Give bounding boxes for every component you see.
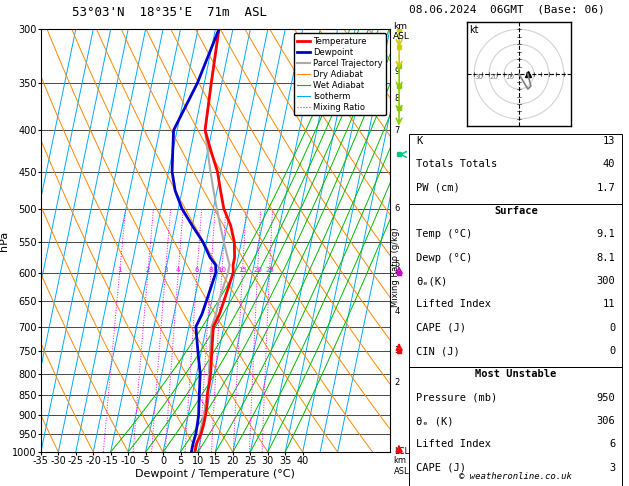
Text: 10: 10 (504, 73, 514, 80)
Text: 25: 25 (265, 267, 274, 273)
Text: Dewp (°C): Dewp (°C) (416, 253, 472, 263)
Text: 306: 306 (597, 416, 615, 426)
Text: 10: 10 (218, 267, 226, 273)
Text: © weatheronline.co.uk: © weatheronline.co.uk (459, 472, 572, 481)
Text: 6: 6 (394, 204, 399, 213)
Text: 2: 2 (394, 378, 399, 387)
Text: 20: 20 (253, 267, 262, 273)
Text: Mixing Ratio (g/kg): Mixing Ratio (g/kg) (391, 227, 400, 307)
X-axis label: Dewpoint / Temperature (°C): Dewpoint / Temperature (°C) (135, 469, 296, 479)
Y-axis label: hPa: hPa (0, 230, 9, 251)
Text: 0: 0 (609, 346, 615, 356)
Text: 7: 7 (394, 126, 399, 135)
Text: 13: 13 (603, 136, 615, 146)
Text: 8: 8 (209, 267, 213, 273)
Text: km
ASL: km ASL (394, 456, 409, 476)
Text: θₑ (K): θₑ (K) (416, 416, 454, 426)
Text: Temp (°C): Temp (°C) (416, 229, 472, 240)
Text: 8.1: 8.1 (597, 253, 615, 263)
Text: LCL: LCL (394, 448, 409, 456)
Text: 0: 0 (609, 323, 615, 333)
Text: Surface: Surface (494, 206, 538, 216)
Bar (409, 134, 622, 204)
Text: 08.06.2024  06GMT  (Base: 06): 08.06.2024 06GMT (Base: 06) (409, 4, 604, 15)
Text: 950: 950 (597, 393, 615, 403)
Text: Most Unstable: Most Unstable (475, 369, 557, 380)
Text: 30: 30 (475, 73, 484, 80)
Text: 3: 3 (394, 347, 399, 355)
Text: 4: 4 (394, 307, 399, 316)
Text: CAPE (J): CAPE (J) (416, 463, 466, 473)
Text: θₑ(K): θₑ(K) (416, 276, 447, 286)
Text: km
ASL: km ASL (393, 22, 410, 41)
Text: CIN (J): CIN (J) (416, 346, 460, 356)
Text: 3: 3 (163, 267, 167, 273)
Text: 1: 1 (118, 267, 122, 273)
Text: 8: 8 (394, 93, 399, 103)
Text: Pressure (mb): Pressure (mb) (416, 393, 498, 403)
Text: PW (cm): PW (cm) (416, 183, 460, 193)
Text: 4: 4 (176, 267, 181, 273)
Text: 9.1: 9.1 (597, 229, 615, 240)
Text: 6: 6 (195, 267, 199, 273)
Text: 300: 300 (597, 276, 615, 286)
Text: kt: kt (469, 25, 478, 35)
Text: 53°03'N  18°35'E  71m  ASL: 53°03'N 18°35'E 71m ASL (72, 6, 267, 19)
Legend: Temperature, Dewpoint, Parcel Trajectory, Dry Adiabat, Wet Adiabat, Isotherm, Mi: Temperature, Dewpoint, Parcel Trajectory… (294, 34, 386, 116)
Text: Totals Totals: Totals Totals (416, 159, 498, 170)
Text: 3: 3 (609, 463, 615, 473)
Text: 11: 11 (603, 299, 615, 310)
Text: K: K (416, 136, 423, 146)
Bar (409, 204, 622, 367)
Bar (409, 367, 622, 486)
Text: 15: 15 (238, 267, 247, 273)
Text: Lifted Index: Lifted Index (416, 299, 491, 310)
Text: 20: 20 (490, 73, 499, 80)
Text: 9: 9 (394, 67, 399, 75)
Text: 1.7: 1.7 (597, 183, 615, 193)
Text: 6: 6 (609, 439, 615, 450)
Text: Lifted Index: Lifted Index (416, 439, 491, 450)
Text: 2: 2 (146, 267, 150, 273)
Text: 40: 40 (603, 159, 615, 170)
Text: CAPE (J): CAPE (J) (416, 323, 466, 333)
Text: 5: 5 (394, 260, 399, 269)
